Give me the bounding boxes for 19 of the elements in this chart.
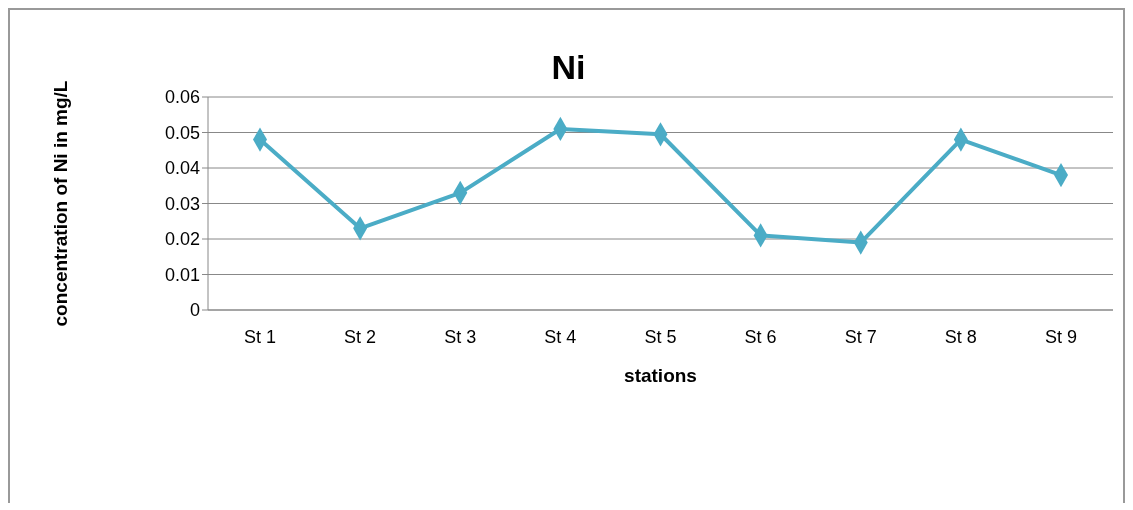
x-tick-label: St 9 <box>1044 326 1078 347</box>
y-tick-label: 0 <box>189 300 200 321</box>
x-tick-label: St 1 <box>243 326 277 347</box>
y-tick-label: 0.05 <box>164 122 200 143</box>
y-tick-label: 0.01 <box>164 264 200 285</box>
x-tick-label: St 7 <box>844 326 877 347</box>
x-tick-label: St 4 <box>544 326 577 347</box>
chart-title: Ni <box>551 48 586 86</box>
y-tick-label: 0.04 <box>164 158 200 179</box>
y-axis-title: concentration of Ni in mg/L <box>49 80 71 327</box>
x-tick-label: St 3 <box>444 326 477 347</box>
x-tick-label: St 5 <box>644 326 677 347</box>
x-tick-label: St 8 <box>944 326 977 347</box>
y-tick-label: 0.03 <box>164 193 200 214</box>
x-axis-title: stations <box>624 365 697 386</box>
x-tick-label: St 2 <box>344 326 377 347</box>
y-tick-label: 0.06 <box>164 87 200 108</box>
y-tick-label: 0.02 <box>164 229 200 250</box>
x-tick-label: St 6 <box>744 326 777 347</box>
